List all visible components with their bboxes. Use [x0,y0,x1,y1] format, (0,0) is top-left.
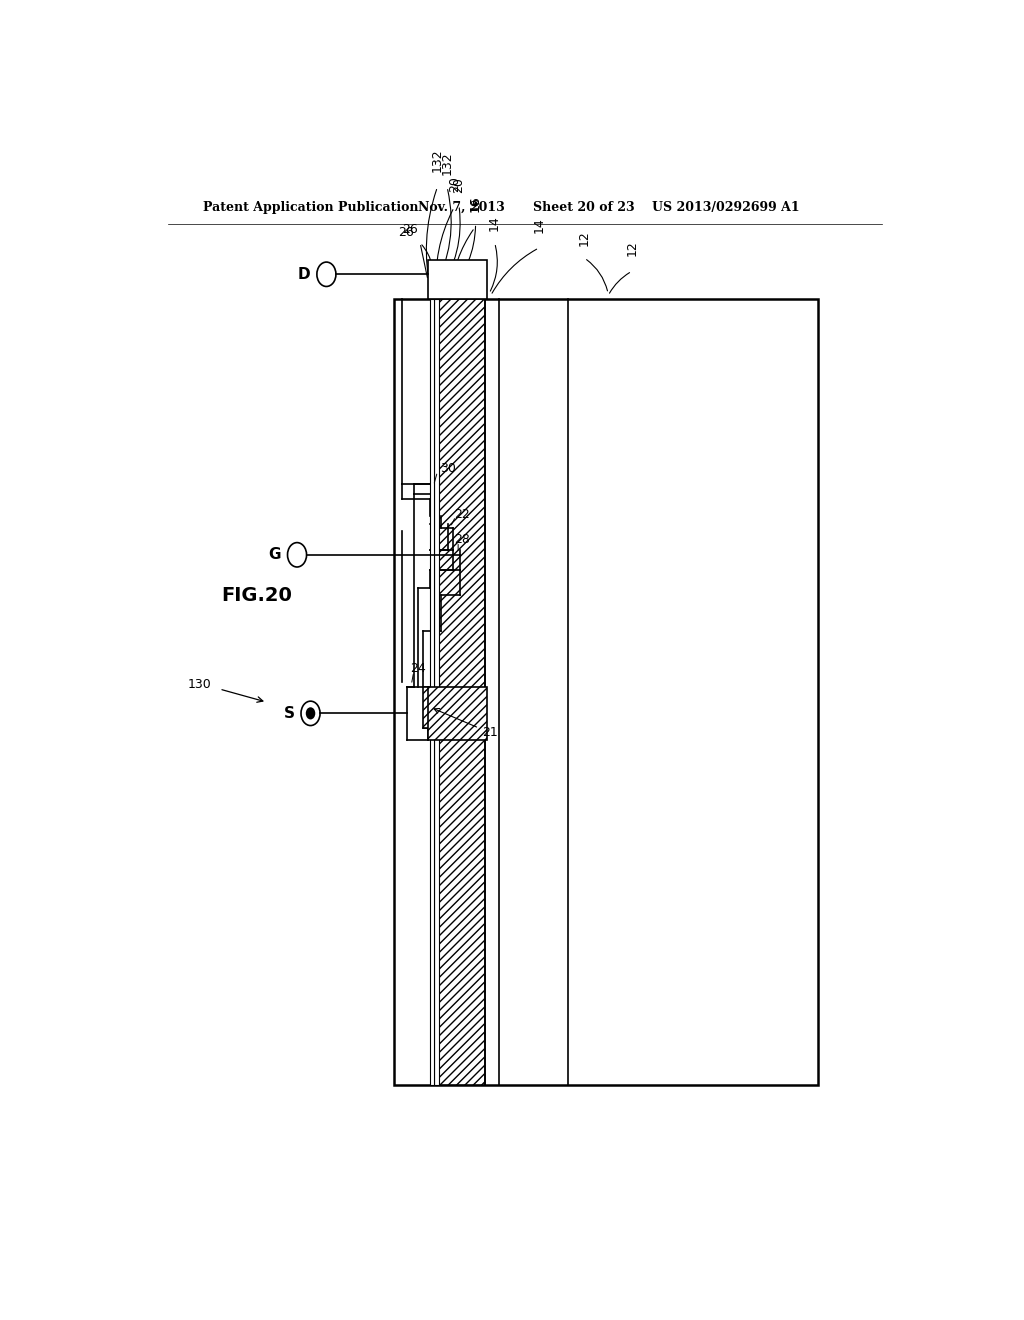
Text: 132: 132 [440,150,454,174]
Text: US 2013/0292699 A1: US 2013/0292699 A1 [652,201,800,214]
Text: 16: 16 [469,195,482,211]
Text: 20: 20 [447,176,461,191]
Text: G: G [268,548,282,562]
Bar [394,298,818,1085]
Text: Nov. 7, 2013: Nov. 7, 2013 [418,201,505,214]
Text: Patent Application Publication: Patent Application Publication [204,201,419,214]
Text: 22: 22 [455,508,470,520]
Text: 21: 21 [434,709,498,739]
Text: 14: 14 [532,216,546,232]
Text: 20: 20 [453,177,466,193]
Text: 16: 16 [468,197,481,213]
Text: 30: 30 [440,462,456,475]
Text: S: S [284,706,295,721]
Text: D: D [298,267,310,281]
Bar [434,298,439,1085]
Bar [428,260,486,298]
Text: 130: 130 [187,678,211,692]
Circle shape [306,708,315,719]
Text: 26: 26 [401,223,418,236]
Bar [423,686,430,727]
Bar [430,298,434,1085]
Text: FIG.20: FIG.20 [221,586,293,605]
Text: Sheet 20 of 23: Sheet 20 of 23 [532,201,634,214]
Bar [428,686,486,739]
Text: 12: 12 [578,230,591,246]
Text: 14: 14 [488,215,501,231]
Text: 26: 26 [398,226,414,239]
Text: 12: 12 [626,240,638,256]
Text: 24: 24 [410,663,426,675]
Bar [439,298,485,1085]
Text: 28: 28 [455,533,470,546]
Text: 132: 132 [431,148,444,172]
